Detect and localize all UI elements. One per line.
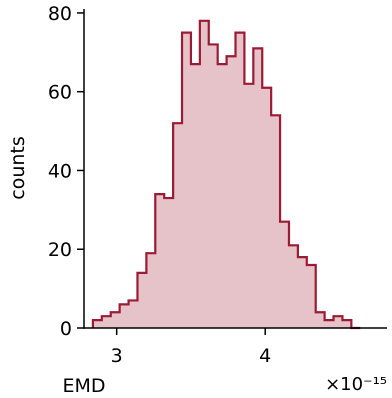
histogram-bar xyxy=(128,300,138,328)
histogram-bar xyxy=(190,64,201,328)
plot-area xyxy=(91,19,361,330)
histogram-bar xyxy=(280,221,290,328)
histogram-bar xyxy=(164,198,174,328)
histogram-bar xyxy=(173,123,183,329)
y-axis-label: counts xyxy=(7,136,29,200)
y-tick-label: 80 xyxy=(48,3,72,25)
histogram-bar xyxy=(119,304,129,328)
y-tick-label: 0 xyxy=(60,318,72,340)
histogram-bar xyxy=(244,83,254,328)
x-tick-label: 3 xyxy=(111,345,123,367)
y-tick-label: 40 xyxy=(48,160,72,182)
histogram-bar xyxy=(92,320,103,328)
histogram-bar xyxy=(199,20,210,329)
histogram-bar xyxy=(101,316,112,328)
histogram-bar xyxy=(217,64,227,328)
histogram-bar xyxy=(155,194,165,328)
axes: 0 20 40 60 80 3 4 xyxy=(48,3,387,367)
histogram-bar xyxy=(182,32,192,328)
y-tick-label: 60 xyxy=(48,82,72,104)
histogram-bar xyxy=(253,48,263,328)
histogram-bar xyxy=(288,245,299,328)
histogram-bar xyxy=(110,312,121,328)
histogram-bar xyxy=(137,272,147,328)
x-axis-offset-label: ×10⁻¹⁵ xyxy=(325,374,387,395)
histogram-bar xyxy=(315,312,326,328)
histogram-bar xyxy=(342,320,352,328)
histogram-bar xyxy=(333,316,343,328)
histogram-bar xyxy=(271,115,281,328)
histogram-bar xyxy=(226,56,236,328)
histogram-bar xyxy=(324,320,334,328)
y-tick-label: 20 xyxy=(48,239,72,261)
histogram-bar xyxy=(262,87,272,329)
histogram-bar xyxy=(297,257,308,328)
histogram-bar xyxy=(235,32,245,328)
histogram-bar xyxy=(208,44,219,328)
x-tick-label: 4 xyxy=(259,345,271,367)
histogram-outline xyxy=(91,19,361,330)
histogram-bar xyxy=(146,253,156,328)
histogram-bar xyxy=(306,264,317,328)
x-axis-label: EMD xyxy=(62,375,105,397)
